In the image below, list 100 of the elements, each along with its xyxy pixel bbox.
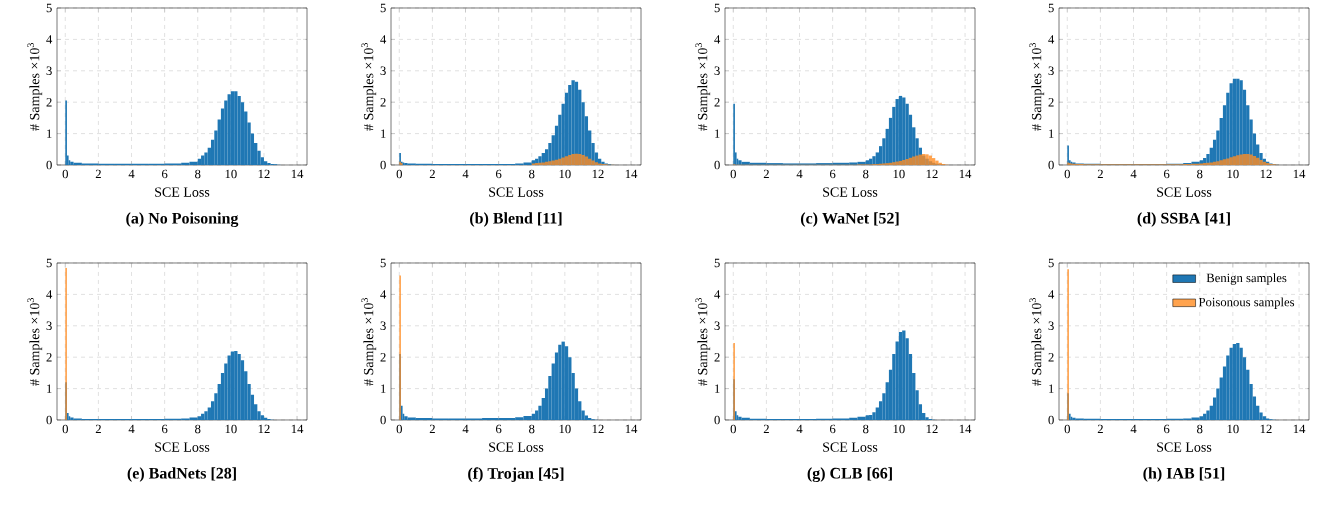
y-tick-label: 1	[381, 129, 386, 138]
y-tick-label: 3	[46, 66, 52, 76]
y-tick-label: 1	[715, 129, 720, 138]
text: (b) Blend [11]	[470, 212, 562, 227]
x-tick-label: 14	[291, 169, 304, 179]
y-tick-label: 2	[1048, 98, 1054, 107]
y-tick-label: 4	[46, 35, 53, 44]
y-tick-label: 4	[714, 35, 721, 44]
x-tick-label: 6	[1164, 169, 1170, 179]
y-tick-label: 2	[1048, 353, 1054, 362]
x-tick-label: 0	[1064, 424, 1070, 434]
x-tick-label: 12	[592, 424, 604, 434]
y-tick-label: 5	[1048, 258, 1054, 268]
x-tick-label: 4	[1130, 169, 1137, 179]
x-tick-label: 10	[893, 169, 905, 179]
y-tick-label: 1	[1049, 384, 1054, 393]
x-tick-label: 10	[1227, 169, 1239, 179]
y-tick-label: 0	[380, 160, 386, 170]
y-tick-label: 1	[1049, 129, 1054, 138]
y-tick-label: 4	[1048, 35, 1055, 44]
x-tick-label: 8	[1197, 169, 1203, 179]
x-axis-title: SCE Loss	[155, 442, 210, 452]
x-tick-label: 2	[95, 169, 101, 179]
x-tick-label: 14	[1293, 169, 1306, 179]
x-axis-title: SCE Loss	[489, 442, 544, 452]
y-axis-title: # Samples ×10$^{3}$	[695, 43, 711, 131]
x-tick-label: 14	[625, 424, 638, 434]
x-axis-title: SCE Loss	[1157, 187, 1212, 197]
text: (g) CLB [66]	[807, 467, 892, 482]
x-tick-label: 8	[863, 424, 869, 434]
x-axis-title: SCE Loss	[155, 187, 210, 197]
y-tick-label: 1	[715, 384, 720, 393]
y-tick-label: 1	[47, 384, 52, 393]
x-tick-label: 12	[926, 169, 938, 179]
x-tick-label: 6	[830, 424, 836, 434]
x-tick-label: 4	[128, 424, 135, 434]
x-tick-label: 4	[462, 424, 469, 434]
x-tick-label: 14	[625, 169, 638, 179]
x-tick-label: 10	[559, 424, 571, 434]
x-tick-label: 10	[559, 169, 571, 179]
x-tick-label: 8	[1197, 424, 1203, 434]
y-tick-label: 4	[380, 290, 387, 299]
y-axis-title: # Samples ×10$^{3}$	[695, 298, 711, 386]
x-tick-label: 8	[863, 169, 869, 179]
x-tick-label: 2	[95, 424, 101, 434]
x-tick-label: 0	[62, 169, 68, 179]
legend-label: Benign samples	[1206, 273, 1287, 285]
x-tick-label: 8	[195, 424, 201, 434]
y-axis-title: # Samples ×10$^{3}$	[361, 43, 377, 131]
x-tick-label: 4	[796, 424, 803, 434]
x-tick-label: 0	[396, 424, 402, 434]
y-tick-label: 2	[46, 98, 52, 107]
x-tick-label: 4	[796, 169, 803, 179]
x-tick-label: 10	[225, 424, 237, 434]
y-tick-label: 0	[46, 160, 52, 170]
x-axis-title: SCE Loss	[1157, 442, 1212, 452]
x-tick-label: 2	[763, 169, 769, 179]
y-tick-label: 5	[714, 258, 720, 268]
y-tick-label: 3	[380, 321, 386, 331]
x-axis-title: SCE Loss	[823, 187, 878, 197]
y-tick-label: 0	[380, 415, 386, 425]
x-tick-label: 0	[62, 424, 68, 434]
x-tick-label: 0	[730, 424, 736, 434]
text: (c) WaNet [52]	[800, 212, 899, 227]
y-tick-label: 5	[714, 3, 720, 13]
y-tick-label: 3	[714, 66, 720, 76]
y-tick-label: 5	[1048, 3, 1054, 13]
x-tick-label: 4	[128, 169, 135, 179]
x-tick-label: 8	[529, 169, 535, 179]
y-axis-title: # Samples ×10$^{3}$	[27, 298, 43, 386]
x-axis-title: SCE Loss	[489, 187, 544, 197]
text: (h) IAB [51]	[1143, 467, 1225, 482]
x-tick-label: 0	[730, 169, 736, 179]
x-tick-label: 2	[1097, 169, 1103, 179]
x-tick-label: 0	[1064, 169, 1070, 179]
y-tick-label: 0	[714, 415, 720, 425]
y-axis-title: # Samples ×10$^{3}$	[1029, 298, 1045, 386]
text: (d) SSBA [41]	[1137, 212, 1230, 227]
x-tick-label: 12	[258, 424, 270, 434]
x-tick-label: 6	[830, 169, 836, 179]
y-tick-label: 4	[380, 35, 387, 44]
y-tick-label: 5	[380, 258, 386, 268]
x-axis-title: SCE Loss	[823, 442, 878, 452]
x-tick-label: 2	[763, 424, 769, 434]
y-tick-label: 3	[1048, 66, 1054, 76]
x-tick-label: 14	[959, 169, 972, 179]
x-tick-label: 6	[162, 424, 168, 434]
y-tick-label: 3	[1048, 321, 1054, 331]
y-axis-title: # Samples ×10$^{3}$	[27, 43, 43, 131]
x-tick-label: 8	[195, 169, 201, 179]
x-tick-label: 12	[1260, 424, 1272, 434]
y-tick-label: 2	[380, 98, 386, 107]
legend-label: Poisonous samples	[1198, 297, 1295, 309]
y-tick-label: 5	[380, 3, 386, 13]
y-tick-label: 0	[714, 160, 720, 170]
x-tick-label: 4	[1130, 424, 1137, 434]
x-tick-label: 10	[1227, 424, 1239, 434]
x-tick-label: 0	[396, 169, 402, 179]
text: (f) Trojan [45]	[468, 467, 564, 483]
x-tick-label: 8	[529, 424, 535, 434]
